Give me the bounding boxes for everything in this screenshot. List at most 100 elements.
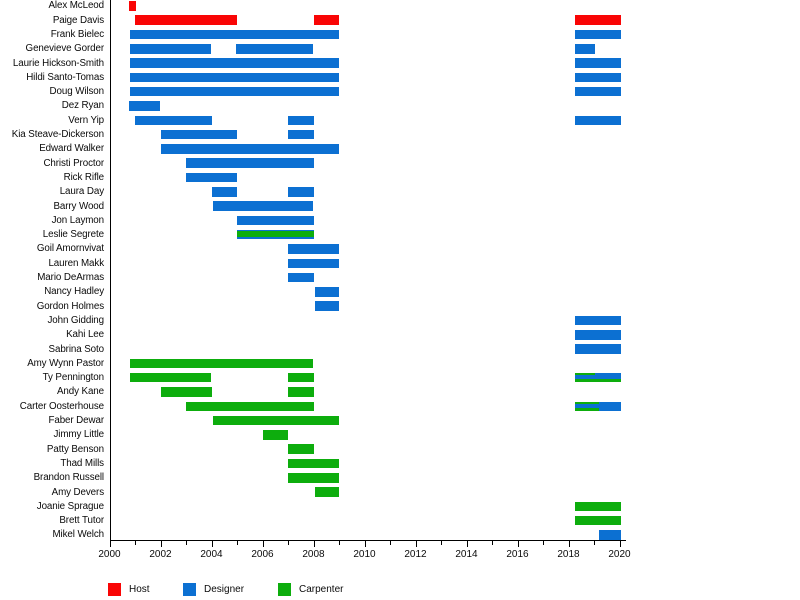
- minor-tick: [186, 541, 188, 545]
- major-tick: [211, 541, 213, 547]
- row-label: Mario DeArmas: [37, 272, 104, 283]
- legend-label-host: Host: [129, 584, 150, 595]
- row-label: Jimmy Little: [53, 429, 104, 441]
- minor-tick: [594, 541, 596, 545]
- minor-tick: [492, 541, 494, 545]
- major-tick: [568, 541, 570, 547]
- bar-carpenter: [574, 515, 621, 526]
- row-label: Dez Ryan: [61, 100, 104, 112]
- row-label: Amy Wynn Pastor: [27, 357, 104, 369]
- bar-designer: [129, 58, 339, 68]
- major-tick: [160, 541, 162, 547]
- row-label: Patty Benson: [46, 443, 104, 455]
- bar-designer: [237, 215, 314, 226]
- bar-carpenter: [262, 430, 288, 440]
- row-label: John Gidding: [47, 314, 104, 326]
- bar-carpenter: [237, 231, 314, 238]
- bar-designer: [574, 115, 621, 125]
- bar-designer: [160, 144, 339, 154]
- row-label: Thad Mills: [60, 457, 104, 469]
- row-label: Edward Walker: [39, 143, 104, 155]
- legend-swatch-carpenter: [278, 583, 291, 596]
- bar-designer: [128, 101, 161, 111]
- row-label: Carter Oosterhouse: [19, 400, 104, 412]
- bar-designer: [574, 86, 621, 97]
- row-label: Lauren Makk: [48, 257, 104, 269]
- row-label: Laurie Hickson-Smith: [12, 57, 104, 69]
- bar-designer: [595, 372, 621, 380]
- minor-tick: [543, 541, 545, 545]
- row-label: Nancy Hadley: [44, 286, 104, 298]
- minor-tick: [390, 541, 392, 545]
- major-tick: [109, 541, 111, 547]
- row-label: Kia Steave-Dickerson: [11, 129, 104, 140]
- row-label: Rick Rifle: [63, 171, 104, 183]
- bar-designer: [129, 44, 212, 54]
- bar-designer: [235, 44, 314, 54]
- row-label: Doug Wilson: [49, 86, 105, 98]
- bar-designer: [129, 86, 339, 97]
- row-label: Mikel Welch: [52, 529, 104, 541]
- bar-carpenter: [288, 444, 314, 454]
- major-tick: [466, 541, 468, 547]
- row-label: Laura Day: [59, 186, 104, 198]
- bar-designer: [212, 201, 314, 211]
- bar-designer: [186, 172, 237, 183]
- row-label: Vern Yip: [68, 114, 104, 126]
- bar-carpenter: [288, 387, 314, 397]
- bar-designer: [288, 129, 314, 140]
- bar-designer: [599, 401, 621, 411]
- x-tick-label: 2004: [200, 549, 223, 560]
- minor-tick: [441, 541, 443, 545]
- row-label: Sabrina Soto: [48, 343, 105, 355]
- x-tick-label: 2012: [404, 549, 427, 560]
- bar-designer: [288, 115, 314, 125]
- bar-carpenter: [314, 487, 339, 497]
- row-label: Alex McLeod: [48, 0, 104, 12]
- bar-designer: [129, 72, 339, 82]
- bar-carpenter: [288, 458, 339, 469]
- row-label: Paige Davis: [52, 14, 104, 26]
- x-tick-label: 2020: [608, 549, 631, 560]
- x-tick-label: 2000: [98, 549, 121, 560]
- x-axis-spine: [110, 540, 626, 542]
- minor-tick: [237, 541, 239, 545]
- bar-designer: [186, 158, 314, 168]
- row-label: Gordon Holmes: [36, 300, 104, 312]
- minor-tick: [339, 541, 341, 545]
- major-tick: [262, 541, 264, 547]
- row-label: Joanie Sprague: [36, 500, 104, 512]
- bar-carpenter: [160, 387, 212, 397]
- row-label: Goil Amornvivat: [36, 243, 104, 255]
- y-axis-spine: [110, 0, 112, 541]
- row-label: Jon Laymon: [51, 214, 104, 226]
- row-label: Ty Pennington: [42, 372, 104, 384]
- bar-designer: [574, 29, 621, 40]
- row-label: Amy Devers: [51, 486, 104, 498]
- row-label: Andy Kane: [56, 386, 104, 398]
- x-tick-label: 2016: [506, 549, 529, 560]
- row-label: Hildi Santo-Tomas: [26, 71, 104, 83]
- x-tick-label: 2006: [251, 549, 274, 560]
- bar-host: [574, 15, 621, 25]
- minor-tick: [135, 541, 137, 545]
- bar-designer: [314, 301, 339, 311]
- bar-designer: [288, 187, 314, 197]
- x-tick-label: 2010: [353, 549, 376, 560]
- major-tick: [364, 541, 366, 547]
- bar-host: [135, 15, 237, 25]
- bar-designer: [574, 344, 621, 354]
- bar-designer: [211, 187, 237, 197]
- row-label: Frank Bielec: [50, 28, 104, 40]
- row-label: Faber Dewar: [48, 415, 104, 426]
- bar-carpenter: [574, 501, 621, 512]
- legend-swatch-designer: [183, 583, 196, 596]
- bar-designer: [288, 244, 339, 254]
- major-tick: [415, 541, 417, 547]
- bar-carpenter: [129, 358, 314, 369]
- bar-carpenter: [186, 401, 314, 411]
- bar-carpenter: [288, 473, 339, 483]
- row-label: Barry Wood: [53, 200, 104, 212]
- bar-designer: [135, 115, 212, 125]
- bar-designer: [314, 287, 339, 297]
